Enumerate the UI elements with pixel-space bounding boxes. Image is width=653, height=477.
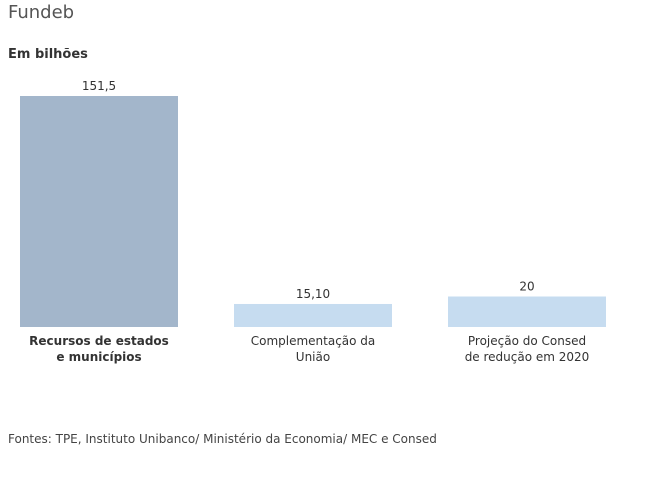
chart-subtitle: Em bilhões <box>8 47 88 62</box>
category-label-3-line-2: de redução em 2020 <box>465 350 590 364</box>
bar-value-label-2: 15,10 <box>296 287 330 301</box>
bar-value-label-1: 151,5 <box>82 79 116 93</box>
bar-chart: 151,5 Recursos de estados e municípios 15,1… <box>20 79 606 364</box>
category-label-3-line-1: Projeção do Consed <box>468 334 586 348</box>
bar-1 <box>20 96 178 327</box>
bar-value-label-3: 20 <box>519 280 534 294</box>
source-note: Fontes: TPE, Instituto Unibanco/ Ministé… <box>8 432 437 446</box>
chart-title: Fundeb <box>8 2 75 23</box>
category-label-2-line-1: Complementação da <box>251 334 376 348</box>
bar-3 <box>448 296 606 327</box>
category-label-1-line-1: Recursos de estados <box>29 334 169 348</box>
category-label-2-line-2: União <box>296 350 330 364</box>
bar-2 <box>234 303 392 327</box>
category-label-1-line-2: e municípios <box>56 350 141 364</box>
